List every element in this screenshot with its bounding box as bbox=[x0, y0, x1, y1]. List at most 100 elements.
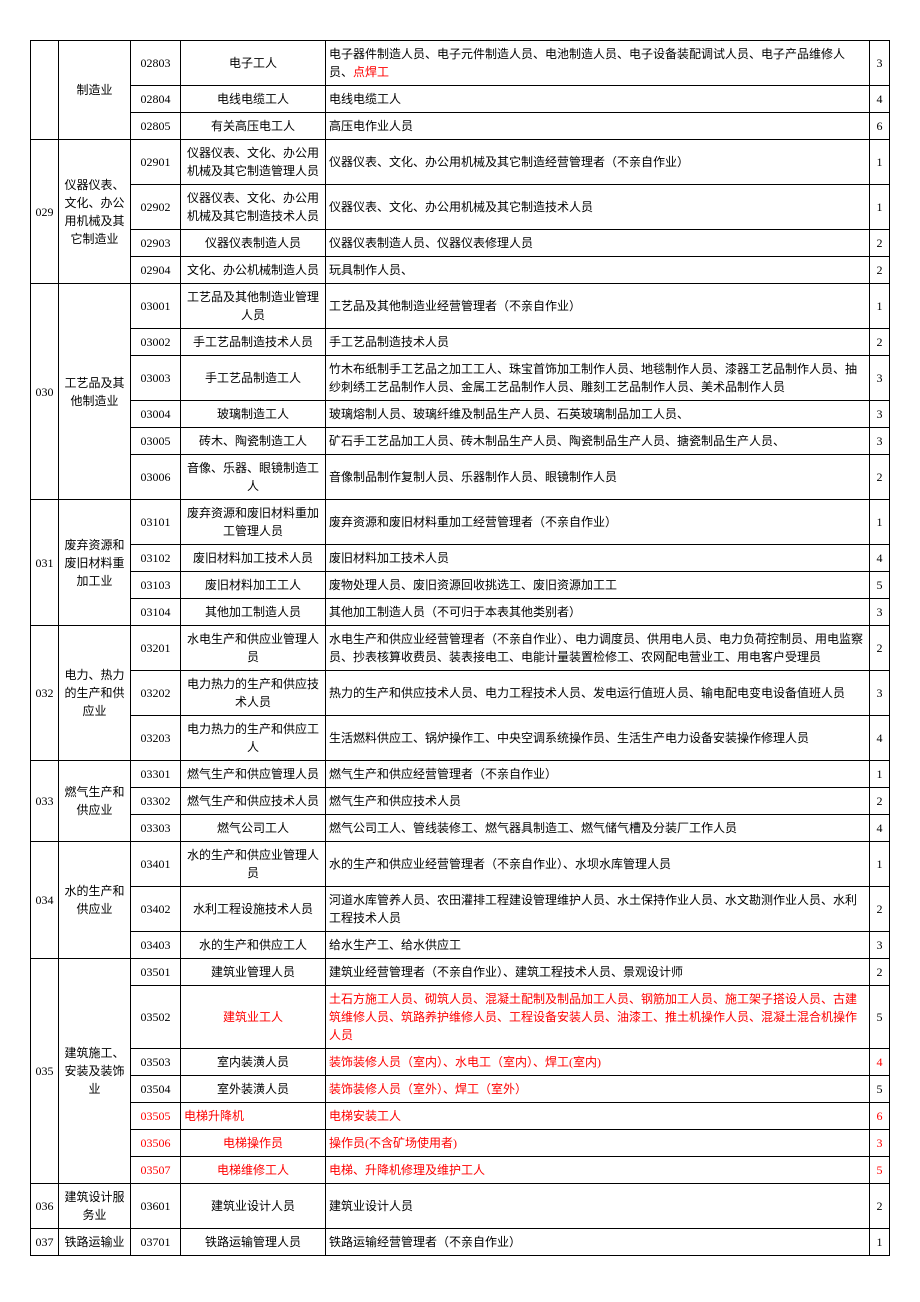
desc-cell: 水电生产和供应业经营管理者（不亲自作业）、电力调度员、供用电人员、电力负荷控制员… bbox=[326, 626, 870, 671]
grade-cell: 1 bbox=[870, 1229, 890, 1256]
code-cell: 03303 bbox=[131, 815, 181, 842]
job-cell: 手工艺品制造工人 bbox=[181, 356, 326, 401]
grade-cell: 1 bbox=[870, 185, 890, 230]
category-code-cell: 029 bbox=[31, 140, 59, 284]
desc-cell: 矿石手工艺品加工人员、砖木制品生产人员、陶瓷制品生产人员、搪瓷制品生产人员、 bbox=[326, 428, 870, 455]
job-cell: 砖木、陶瓷制造工人 bbox=[181, 428, 326, 455]
code-cell: 02903 bbox=[131, 230, 181, 257]
code-cell: 03101 bbox=[131, 500, 181, 545]
job-cell: 电梯升降机 bbox=[181, 1103, 326, 1130]
table-row: 030工艺品及其他制造业03001工艺品及其他制造业管理人员工艺品及其他制造业经… bbox=[31, 284, 890, 329]
category-code-cell: 033 bbox=[31, 761, 59, 842]
grade-cell: 3 bbox=[870, 599, 890, 626]
category-code-cell: 035 bbox=[31, 959, 59, 1184]
category-name-cell: 废弃资源和废旧材料重加工业 bbox=[59, 500, 131, 626]
table-row: 02805有关高压电工人高压电作业人员6 bbox=[31, 113, 890, 140]
table-row: 03004玻璃制造工人玻璃熔制人员、玻璃纤维及制品生产人员、石英玻璃制品加工人员… bbox=[31, 401, 890, 428]
job-cell: 文化、办公机械制造人员 bbox=[181, 257, 326, 284]
table-row: 029仪器仪表、文化、办公用机械及其它制造业02901仪器仪表、文化、办公用机械… bbox=[31, 140, 890, 185]
grade-cell: 6 bbox=[870, 1103, 890, 1130]
code-cell: 02803 bbox=[131, 41, 181, 86]
table-row: 037铁路运输业03701铁路运输管理人员铁路运输经营管理者（不亲自作业）1 bbox=[31, 1229, 890, 1256]
desc-cell: 装饰装修人员（室外）、焊工（室外） bbox=[326, 1076, 870, 1103]
code-cell: 03501 bbox=[131, 959, 181, 986]
category-name-cell: 制造业 bbox=[59, 41, 131, 140]
table-row: 03504室外装潢人员装饰装修人员（室外）、焊工（室外）5 bbox=[31, 1076, 890, 1103]
job-cell: 燃气生产和供应技术人员 bbox=[181, 788, 326, 815]
category-code-cell: 034 bbox=[31, 842, 59, 959]
table-row: 032电力、热力的生产和供应业03201水电生产和供应业管理人员水电生产和供应业… bbox=[31, 626, 890, 671]
job-cell: 手工艺品制造技术人员 bbox=[181, 329, 326, 356]
code-cell: 02902 bbox=[131, 185, 181, 230]
desc-cell: 玩具制作人员、 bbox=[326, 257, 870, 284]
grade-cell: 5 bbox=[870, 1076, 890, 1103]
code-cell: 03403 bbox=[131, 932, 181, 959]
grade-cell: 3 bbox=[870, 356, 890, 401]
category-name-cell: 燃气生产和供应业 bbox=[59, 761, 131, 842]
category-code-cell: 036 bbox=[31, 1184, 59, 1229]
table-row: 03103废旧材料加工工人废物处理人员、废旧资源回收挑选工、废旧资源加工工5 bbox=[31, 572, 890, 599]
desc-cell: 仪器仪表、文化、办公用机械及其它制造技术人员 bbox=[326, 185, 870, 230]
code-cell: 03003 bbox=[131, 356, 181, 401]
grade-cell: 2 bbox=[870, 788, 890, 815]
grade-cell: 3 bbox=[870, 401, 890, 428]
desc-cell: 废物处理人员、废旧资源回收挑选工、废旧资源加工工 bbox=[326, 572, 870, 599]
code-cell: 03006 bbox=[131, 455, 181, 500]
job-cell: 其他加工制造人员 bbox=[181, 599, 326, 626]
job-cell: 水电生产和供应业管理人员 bbox=[181, 626, 326, 671]
job-cell: 玻璃制造工人 bbox=[181, 401, 326, 428]
job-cell: 电子工人 bbox=[181, 41, 326, 86]
job-cell: 电线电缆工人 bbox=[181, 86, 326, 113]
grade-cell: 3 bbox=[870, 428, 890, 455]
job-cell: 建筑业工人 bbox=[181, 986, 326, 1049]
grade-cell: 3 bbox=[870, 41, 890, 86]
category-code-cell bbox=[31, 41, 59, 140]
grade-cell: 1 bbox=[870, 500, 890, 545]
code-cell: 03507 bbox=[131, 1157, 181, 1184]
job-cell: 铁路运输管理人员 bbox=[181, 1229, 326, 1256]
job-cell: 废旧材料加工工人 bbox=[181, 572, 326, 599]
code-cell: 03004 bbox=[131, 401, 181, 428]
desc-cell: 操作员(不含矿场使用者) bbox=[326, 1130, 870, 1157]
desc-cell: 电梯安装工人 bbox=[326, 1103, 870, 1130]
code-cell: 03201 bbox=[131, 626, 181, 671]
grade-cell: 1 bbox=[870, 761, 890, 788]
table-row: 03507电梯维修工人电梯、升降机修理及维护工人5 bbox=[31, 1157, 890, 1184]
grade-cell: 4 bbox=[870, 815, 890, 842]
table-row: 03506电梯操作员操作员(不含矿场使用者)3 bbox=[31, 1130, 890, 1157]
table-row: 03006音像、乐器、眼镜制造工人音像制品制作复制人员、乐器制作人员、眼镜制作人… bbox=[31, 455, 890, 500]
code-cell: 03203 bbox=[131, 716, 181, 761]
grade-cell: 2 bbox=[870, 230, 890, 257]
desc-cell: 玻璃熔制人员、玻璃纤维及制品生产人员、石英玻璃制品加工人员、 bbox=[326, 401, 870, 428]
table-row: 03502建筑业工人土石方施工人员、砌筑人员、混凝土配制及制品加工人员、钢筋加工… bbox=[31, 986, 890, 1049]
job-cell: 仪器仪表制造人员 bbox=[181, 230, 326, 257]
desc-cell: 给水生产工、给水供应工 bbox=[326, 932, 870, 959]
category-code-cell: 037 bbox=[31, 1229, 59, 1256]
job-cell: 燃气公司工人 bbox=[181, 815, 326, 842]
category-name-cell: 水的生产和供应业 bbox=[59, 842, 131, 959]
desc-cell: 仪器仪表、文化、办公用机械及其它制造经营管理者（不亲自作业） bbox=[326, 140, 870, 185]
code-cell: 03502 bbox=[131, 986, 181, 1049]
grade-cell: 1 bbox=[870, 140, 890, 185]
code-cell: 03202 bbox=[131, 671, 181, 716]
code-cell: 02804 bbox=[131, 86, 181, 113]
code-cell: 03503 bbox=[131, 1049, 181, 1076]
desc-cell: 废旧材料加工技术人员 bbox=[326, 545, 870, 572]
desc-cell: 竹木布纸制手工艺品之加工工人、珠宝首饰加工制作人员、地毯制作人员、漆器工艺品制作… bbox=[326, 356, 870, 401]
table-row: 03104其他加工制造人员其他加工制造人员（不可归于本表其他类别者）3 bbox=[31, 599, 890, 626]
table-row: 03505电梯升降机电梯安装工人6 bbox=[31, 1103, 890, 1130]
grade-cell: 4 bbox=[870, 1049, 890, 1076]
job-cell: 建筑业管理人员 bbox=[181, 959, 326, 986]
category-name-cell: 仪器仪表、文化、办公用机械及其它制造业 bbox=[59, 140, 131, 284]
code-cell: 03506 bbox=[131, 1130, 181, 1157]
category-name-cell: 铁路运输业 bbox=[59, 1229, 131, 1256]
grade-cell: 2 bbox=[870, 887, 890, 932]
table-row: 制造业02803电子工人电子器件制造人员、电子元件制造人员、电池制造人员、电子设… bbox=[31, 41, 890, 86]
table-row: 03003手工艺品制造工人竹木布纸制手工艺品之加工工人、珠宝首饰加工制作人员、地… bbox=[31, 356, 890, 401]
table-row: 034水的生产和供应业03401水的生产和供应业管理人员水的生产和供应业经营管理… bbox=[31, 842, 890, 887]
table-row: 036建筑设计服务业03601建筑业设计人员建筑业设计人员2 bbox=[31, 1184, 890, 1229]
table-row: 03503室内装潢人员装饰装修人员（室内）、水电工（室内）、焊工(室内)4 bbox=[31, 1049, 890, 1076]
table-row: 02904文化、办公机械制造人员玩具制作人员、2 bbox=[31, 257, 890, 284]
desc-cell: 废弃资源和废旧材料重加工经营管理者（不亲自作业） bbox=[326, 500, 870, 545]
category-code-cell: 031 bbox=[31, 500, 59, 626]
